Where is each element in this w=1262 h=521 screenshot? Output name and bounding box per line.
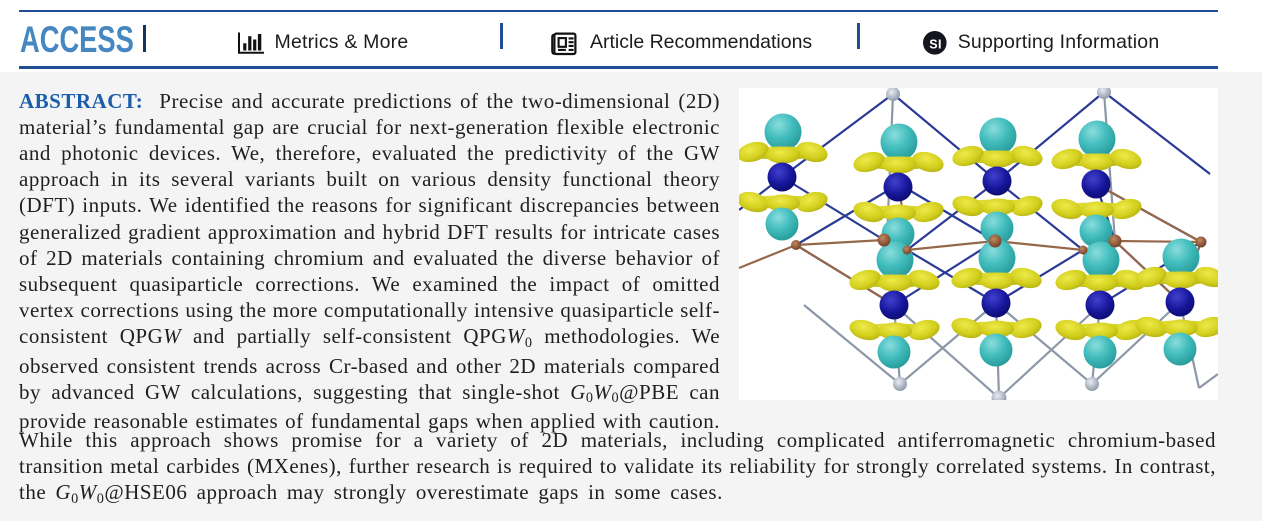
- svg-text:SI: SI: [929, 38, 942, 52]
